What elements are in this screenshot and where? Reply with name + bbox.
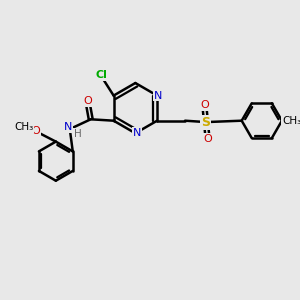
Text: CH₃: CH₃: [282, 116, 300, 126]
Text: N: N: [133, 128, 141, 138]
Text: N: N: [154, 91, 163, 100]
Text: CH₃: CH₃: [14, 122, 34, 132]
Text: O: O: [203, 134, 212, 144]
Text: S: S: [202, 116, 211, 129]
Text: H: H: [74, 129, 82, 139]
Text: O: O: [200, 100, 209, 110]
Text: Cl: Cl: [95, 70, 107, 80]
Text: O: O: [32, 126, 40, 136]
Text: N: N: [64, 122, 73, 132]
Text: O: O: [84, 96, 92, 106]
